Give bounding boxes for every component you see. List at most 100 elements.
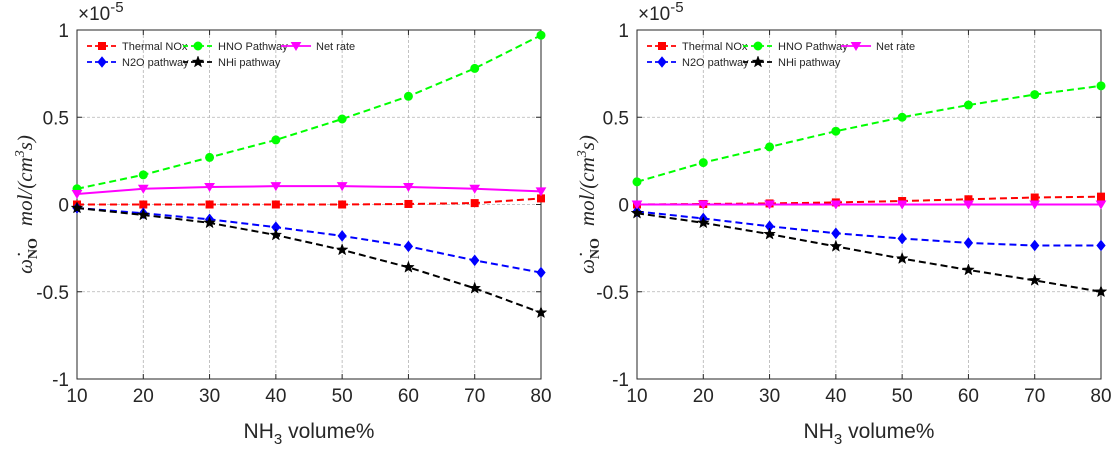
point-net-rate xyxy=(403,183,414,193)
x-tick-label: 60 xyxy=(398,386,419,407)
series-line-hno-pathway xyxy=(636,84,1102,183)
legend-marker-n2o-pathway xyxy=(657,56,667,68)
x-tick-label: 30 xyxy=(759,386,780,407)
point-hno-pathway xyxy=(897,112,907,122)
legend-label-nhi-pathway: NHi pathway xyxy=(778,57,841,69)
y-tick-label: 0 xyxy=(58,196,69,217)
point-n2o-pathway xyxy=(536,266,546,279)
point-hno-pathway xyxy=(205,152,215,162)
legend-label-hno-pathway: HNO Pathway xyxy=(218,41,288,53)
point-net-rate xyxy=(336,182,348,192)
point-hno-pathway xyxy=(765,142,775,152)
series-line-net-rate xyxy=(76,185,542,196)
y-tick-label: 1 xyxy=(58,21,69,42)
x-tick-label: 70 xyxy=(1024,386,1045,407)
point-nhi-pathway xyxy=(534,305,548,319)
x-tick-label: 30 xyxy=(199,386,220,407)
x-axis-label: NH3 volume% xyxy=(804,420,935,448)
point-hno-pathway xyxy=(632,177,642,187)
legend-label-n2o-pathway: N2O pathway xyxy=(122,57,189,69)
series-group xyxy=(630,81,1108,298)
x-tick-label: 20 xyxy=(133,386,154,407)
point-hno-pathway xyxy=(536,30,546,40)
point-thermal-nox xyxy=(470,199,479,208)
point-n2o-pathway xyxy=(337,230,347,242)
point-nhi-pathway xyxy=(1028,273,1042,286)
point-hno-pathway xyxy=(403,91,413,101)
ticks: 10 20 30 40 50 60 70 80 -1 -0.5 0 0.5 1 xyxy=(36,21,551,407)
chart-panel-2: 10 20 30 40 50 60 70 80 -1 -0.5 0 0.5 1 ×10-5 NH3 volu… xyxy=(575,0,1112,448)
legend-marker-nhi-pathway xyxy=(191,55,205,68)
point-nhi-pathway xyxy=(1094,285,1108,298)
point-thermal-nox xyxy=(271,200,280,209)
legend-label-n2o-pathway: N2O pathway xyxy=(682,57,749,69)
exponent-label: ×10-5 xyxy=(78,0,124,25)
point-hno-pathway xyxy=(138,170,148,180)
y-tick-label: 0.5 xyxy=(603,108,629,129)
point-n2o-pathway xyxy=(470,254,480,267)
x-tick-label: 40 xyxy=(825,386,846,407)
point-nhi-pathway xyxy=(335,243,349,256)
point-thermal-nox xyxy=(1097,192,1105,201)
legend-marker-net-rate xyxy=(850,42,862,51)
legend-marker-thermal-nox xyxy=(98,42,106,50)
point-nhi-pathway xyxy=(829,239,843,252)
legend-label-thermal-nox: Thermal NOx xyxy=(682,41,748,53)
point-hno-pathway xyxy=(337,114,347,124)
point-thermal-nox xyxy=(404,199,413,208)
y-tick-label: -1 xyxy=(52,370,69,391)
legend-marker-hno-pathway xyxy=(193,41,203,51)
point-net-rate xyxy=(697,200,709,210)
point-net-rate xyxy=(204,183,215,193)
point-net-rate xyxy=(71,190,83,200)
point-n2o-pathway xyxy=(963,237,974,249)
point-nhi-pathway xyxy=(630,206,644,219)
point-n2o-pathway xyxy=(1096,239,1106,252)
series-line-nhi-pathway xyxy=(636,212,1102,293)
x-tick-label: 10 xyxy=(626,386,647,407)
exponent-label: ×10-5 xyxy=(638,0,684,25)
x-tick-label: 20 xyxy=(693,386,714,407)
series-line-n2o-pathway xyxy=(76,206,542,274)
legend-marker-nhi-pathway xyxy=(751,55,765,68)
legend-marker-hno-pathway xyxy=(753,41,763,51)
legend-marker-n2o-pathway xyxy=(97,56,107,68)
point-net-rate xyxy=(830,200,842,210)
point-net-rate xyxy=(963,200,974,210)
point-net-rate xyxy=(631,200,643,210)
point-hno-pathway xyxy=(1096,81,1106,91)
series-line-thermal-nox xyxy=(77,197,542,206)
point-nhi-pathway xyxy=(468,281,482,294)
point-nhi-pathway xyxy=(895,251,909,265)
point-hno-pathway xyxy=(698,158,708,168)
chart-panel-1: 10 20 30 40 50 60 70 80 -1 -0.5 0 0.5 1 ×10-5 NH3 volu… xyxy=(13,0,552,448)
legend: Thermal NOx HNO Pathway Net rate N2O pathwa… xyxy=(87,41,355,69)
point-nhi-pathway xyxy=(136,208,150,221)
point-hno-pathway xyxy=(271,135,281,145)
y-tick-label: 1 xyxy=(618,21,629,42)
x-tick-label: 50 xyxy=(332,386,353,407)
point-n2o-pathway xyxy=(403,240,414,253)
x-tick-label: 10 xyxy=(66,386,87,407)
legend-label-thermal-nox: Thermal NOx xyxy=(122,41,188,53)
ticks: 10 20 30 40 50 60 70 80 -1 -0.5 0 0.5 1 xyxy=(596,21,1111,407)
y-tick-label: 0.5 xyxy=(43,108,69,129)
legend-label-net-rate: Net rate xyxy=(876,41,915,53)
series-group xyxy=(70,30,548,319)
legend-label-net-rate: Net rate xyxy=(316,41,355,53)
point-thermal-nox xyxy=(139,200,148,209)
x-tick-label: 70 xyxy=(464,386,485,407)
legend-marker-thermal-nox xyxy=(658,42,666,50)
point-net-rate xyxy=(137,184,149,194)
y-tick-label: -0.5 xyxy=(596,283,629,304)
point-nhi-pathway xyxy=(203,216,216,229)
point-thermal-nox xyxy=(205,200,214,209)
y-axis-label: ω̇NOmol/(cm3s) xyxy=(13,135,41,274)
series-line-n2o-pathway xyxy=(636,210,1101,247)
legend-marker-net-rate xyxy=(290,42,302,51)
x-tick-label: 50 xyxy=(892,386,913,407)
point-n2o-pathway xyxy=(897,232,907,245)
point-nhi-pathway xyxy=(70,201,84,214)
x-tick-label: 80 xyxy=(1090,386,1111,407)
